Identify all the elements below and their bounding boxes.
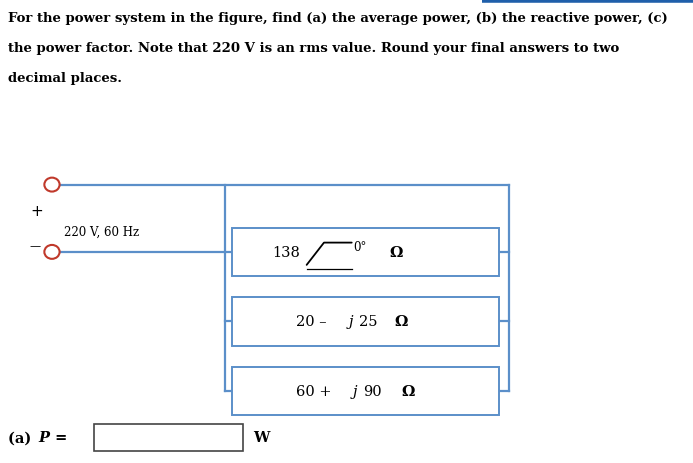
Text: +: +: [30, 203, 43, 218]
Text: 25: 25: [359, 315, 377, 329]
Text: =: =: [50, 431, 67, 444]
Text: 90: 90: [363, 384, 382, 398]
Text: 0°: 0°: [353, 240, 367, 253]
Text: Ω: Ω: [389, 245, 403, 259]
Text: Ω: Ω: [402, 384, 415, 398]
Text: 220 V, 60 Hz: 220 V, 60 Hz: [64, 225, 139, 238]
Bar: [94, 424, 243, 451]
Text: Ω: Ω: [395, 315, 408, 329]
Text: j: j: [353, 384, 358, 398]
Text: the power factor. Note that 220 V is an rms value. Round your final answers to t: the power factor. Note that 220 V is an …: [8, 42, 620, 55]
Text: W: W: [253, 431, 270, 444]
Text: (a): (a): [8, 431, 37, 444]
Text: For the power system in the figure, find (a) the average power, (b) the reactive: For the power system in the figure, find…: [8, 12, 668, 25]
Text: —: —: [29, 240, 40, 250]
Text: decimal places.: decimal places.: [8, 72, 123, 85]
FancyBboxPatch shape: [232, 367, 499, 415]
Text: 60 +: 60 +: [297, 384, 336, 398]
FancyBboxPatch shape: [232, 228, 499, 276]
Text: 138: 138: [272, 245, 300, 259]
Ellipse shape: [44, 178, 60, 192]
Ellipse shape: [44, 245, 60, 259]
FancyBboxPatch shape: [232, 297, 499, 346]
Text: P: P: [38, 431, 49, 444]
Text: 20 –: 20 –: [297, 315, 331, 329]
Text: j: j: [348, 315, 353, 329]
